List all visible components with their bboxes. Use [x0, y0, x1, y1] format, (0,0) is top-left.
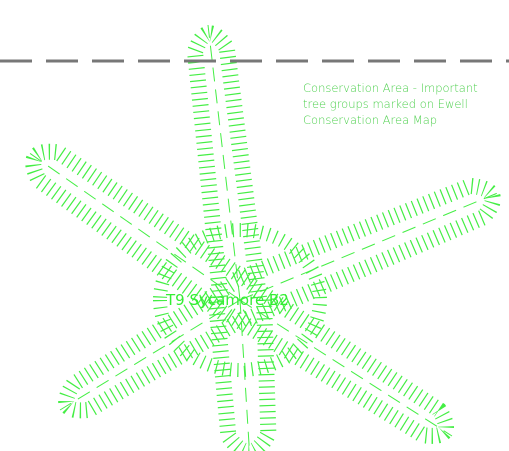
canopy-outline — [240, 192, 500, 300]
map-view: Conservation Area - Important tree group… — [0, 0, 509, 451]
note-line: Conservation Area Map — [303, 113, 437, 127]
canopy-outline — [60, 300, 240, 410]
canopy-outline — [28, 152, 240, 300]
tree-label: T9 Sycamore B2 — [165, 291, 289, 309]
canopy-outline — [195, 33, 259, 302]
note-line: Conservation Area - Important — [303, 81, 478, 95]
note-line: tree groups marked on Ewell — [303, 97, 468, 111]
